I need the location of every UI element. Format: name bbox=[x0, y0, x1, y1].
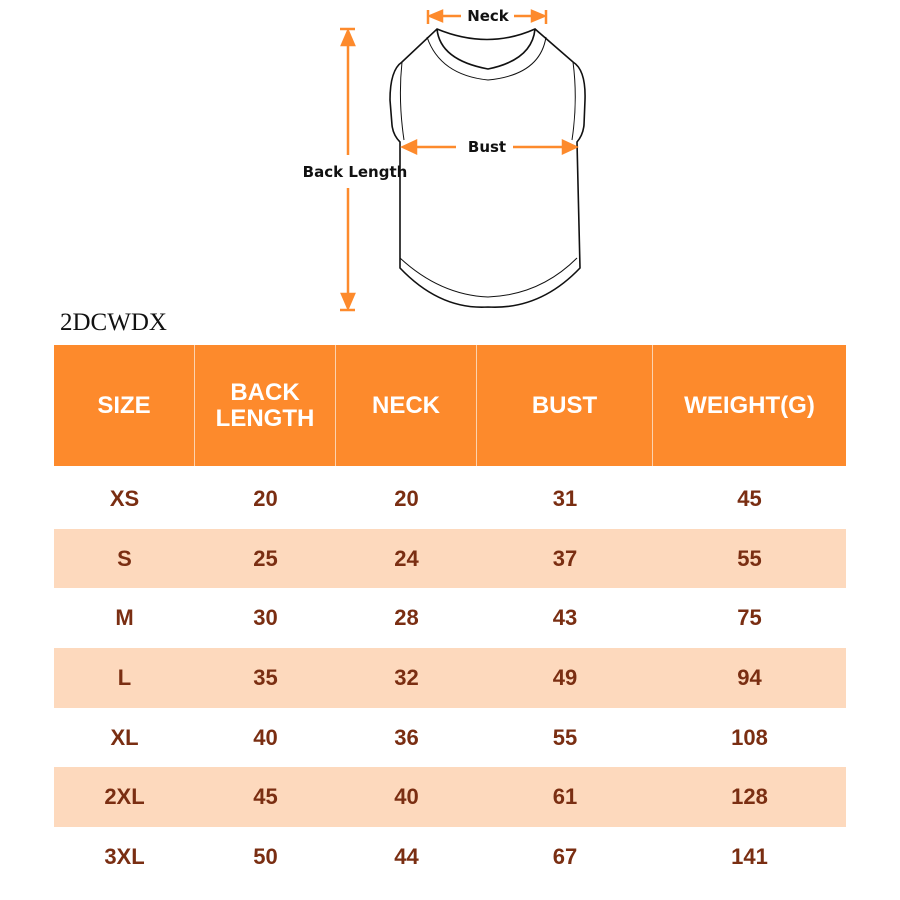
table-row: S 25 24 37 55 bbox=[54, 528, 846, 589]
neck-arrow bbox=[426, 9, 548, 24]
header-weight: WEIGHT(G) bbox=[684, 391, 815, 419]
header-size: SIZE bbox=[54, 345, 195, 466]
cell-weight: 128 bbox=[731, 784, 768, 810]
cell-size: XL bbox=[110, 724, 139, 750]
cell-neck: 32 bbox=[394, 664, 419, 690]
table-row: XL 40 36 55 108 bbox=[54, 708, 846, 768]
cell-weight: 75 bbox=[737, 605, 762, 631]
cell-size: M bbox=[115, 605, 134, 631]
bust-label: Bust bbox=[468, 138, 506, 156]
cell-back-length: 50 bbox=[253, 843, 278, 869]
product-code: 2DCWDX bbox=[60, 309, 167, 336]
back-length-label: Back Length bbox=[303, 163, 408, 181]
cell-size: 2XL bbox=[104, 784, 145, 810]
cell-size: S bbox=[117, 545, 132, 571]
shirt-outline-icon bbox=[389, 28, 586, 308]
table-row: XS 20 20 31 45 bbox=[54, 469, 846, 529]
cell-weight: 108 bbox=[731, 724, 768, 750]
header-back-length: BACK LENGTH bbox=[195, 345, 336, 466]
cell-bust: 67 bbox=[552, 843, 578, 869]
cell-weight: 94 bbox=[737, 664, 762, 690]
cell-neck: 40 bbox=[394, 784, 419, 810]
cell-size: L bbox=[117, 664, 132, 690]
header-bust: BUST bbox=[477, 345, 653, 466]
table-row: 3XL 50 44 67 141 bbox=[54, 827, 846, 887]
header-neck: NECK bbox=[336, 345, 477, 466]
cell-bust: 31 bbox=[552, 485, 578, 511]
table-row: M 30 28 43 75 bbox=[54, 588, 846, 648]
bust-arrow bbox=[400, 139, 579, 155]
back-length-arrow bbox=[340, 27, 356, 312]
cell-neck: 44 bbox=[394, 843, 419, 869]
shirt-measurement-diagram: Neck Bust Back Length bbox=[303, 7, 586, 312]
neck-label: Neck bbox=[467, 7, 510, 25]
cell-back-length: 45 bbox=[253, 784, 278, 810]
cell-back-length: 35 bbox=[253, 664, 278, 690]
cell-bust: 55 bbox=[552, 724, 578, 750]
table-row: L 35 32 49 94 bbox=[54, 648, 846, 708]
cell-bust: 37 bbox=[552, 545, 578, 571]
cell-weight: 55 bbox=[737, 545, 762, 571]
cell-neck: 36 bbox=[394, 724, 419, 750]
cell-neck: 20 bbox=[394, 485, 419, 511]
cell-back-length: 20 bbox=[253, 485, 278, 511]
cell-back-length: 30 bbox=[253, 605, 278, 631]
cell-neck: 24 bbox=[394, 545, 419, 571]
cell-weight: 45 bbox=[737, 485, 762, 511]
cell-bust: 43 bbox=[552, 605, 578, 631]
cell-back-length: 25 bbox=[253, 545, 278, 571]
cell-bust: 49 bbox=[552, 664, 578, 690]
cell-size: XS bbox=[109, 485, 140, 511]
table-row: 2XL 45 40 61 128 bbox=[54, 767, 846, 828]
cell-size: 3XL bbox=[104, 843, 145, 869]
cell-weight: 141 bbox=[731, 843, 768, 869]
size-chart-table: SIZE BACK LENGTH NECK BUST WEIGHT(G) XS 2… bbox=[54, 345, 846, 887]
table-header-row: SIZE BACK LENGTH NECK BUST WEIGHT(G) bbox=[54, 345, 846, 466]
cell-back-length: 40 bbox=[253, 724, 278, 750]
cell-bust: 61 bbox=[552, 784, 578, 810]
cell-neck: 28 bbox=[394, 605, 419, 631]
